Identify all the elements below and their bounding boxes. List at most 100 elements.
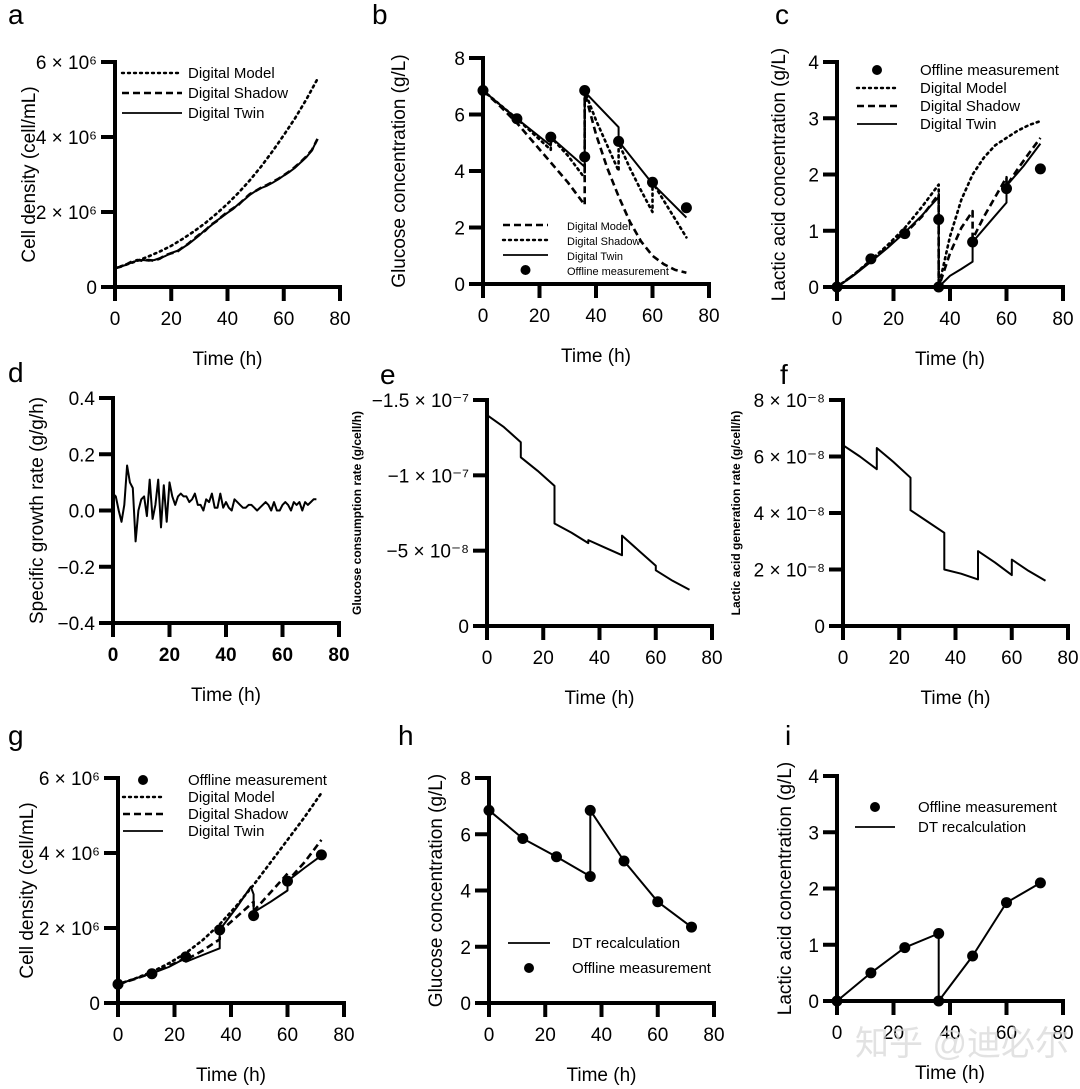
x-tick-label: 0 — [832, 309, 843, 330]
y-tick-label: 0.4 — [69, 389, 96, 410]
y-axis-label: Cell density (cell/mL) — [19, 86, 40, 262]
legend: Digital Model Digital Shadow Digital Twin O… — [501, 221, 669, 278]
legend-label: DT recalculation — [918, 819, 1026, 836]
legend-label: Offline measurement — [918, 799, 1058, 816]
legend-item-digital-twin: Digital Twin — [122, 105, 264, 122]
x-axis-label: Time (h) — [564, 688, 634, 709]
x-axis-label: Time (h) — [196, 1065, 266, 1086]
x-axis-label: Time (h) — [191, 685, 261, 706]
legend-item-digital-model: Digital Model — [855, 80, 1007, 97]
y-tick-label: −1 × 10⁻⁷ — [388, 466, 469, 487]
x-tick-label: 40 — [220, 1025, 241, 1046]
legend-label: Digital Model — [920, 80, 1007, 97]
panel-letter: i — [785, 720, 791, 751]
panel-letter: d — [8, 357, 24, 388]
x-tick-label: 60 — [277, 1025, 298, 1046]
legend-item-digital-shadow: Digital Shadow — [123, 806, 288, 823]
series-line-digital-shadow — [117, 839, 323, 986]
legend-item-offline-measurement: Offline measurement — [872, 62, 1060, 79]
legend-item-digital-twin: Digital Twin — [503, 251, 623, 263]
data-point-offline-measurement — [647, 176, 658, 188]
y-tick-label: 4 × 10⁻⁸ — [754, 504, 825, 525]
panel-b: b 0 20 40 60 80 0 2 4 6 8 Time (h) Glucose concentra… — [372, 0, 720, 367]
panel-d: d 0 20 40 60 80 −0.4 −0.2 0.0 0.2 0.4 Time (h) Speci… — [8, 357, 350, 706]
legend-item-dt-recalculation: DT recalculation — [508, 935, 680, 952]
data-point-offline-measurement — [613, 135, 625, 147]
x-tick-label: 40 — [589, 648, 610, 669]
x-axis-label: Time (h) — [915, 1063, 985, 1084]
legend-item-offline-measurement: Offline measurement — [524, 960, 712, 977]
y-tick-label: −5 × 10⁻⁸ — [387, 542, 470, 563]
data-point-offline-measurement — [579, 151, 591, 163]
legend-item-digital-twin: Digital Twin — [857, 116, 996, 133]
x-tick-label: 60 — [996, 309, 1017, 330]
x-tick-label: 20 — [529, 306, 550, 327]
y-axis-label: Lactic acid concentration (g/L) — [769, 48, 790, 301]
data-point-offline-measurement — [618, 855, 630, 867]
x-tick-label: 20 — [883, 1023, 904, 1044]
y-tick-label: 2 — [460, 938, 471, 959]
data-point-offline-measurement — [584, 804, 596, 816]
y-axis-label: Glucose consumption rate (g/cell/h) — [350, 411, 364, 615]
y-tick-label: 6 × 10⁶ — [36, 53, 97, 74]
y-tick-label: 2 — [808, 166, 819, 187]
legend-label: Offline measurement — [920, 62, 1060, 79]
data-point-offline-measurement — [477, 84, 489, 96]
x-tick-label: 40 — [939, 1023, 960, 1044]
legend-marker — [870, 802, 880, 812]
legend-label: Digital Model — [188, 65, 275, 82]
y-axis-label: Glucose concentration (g/L) — [389, 54, 410, 287]
x-axis-label: Time (h) — [561, 346, 631, 367]
y-tick-label: 6 — [454, 106, 465, 127]
data-point-offline-measurement — [551, 851, 562, 863]
legend-item-offline-measurement: Offline measurement — [138, 772, 328, 789]
y-tick-label: 8 × 10⁻⁸ — [754, 391, 825, 412]
legend-marker — [524, 963, 534, 973]
series-line-digital-model — [835, 119, 1042, 289]
data-point-offline-measurement — [652, 896, 664, 908]
data-point-offline-measurement — [579, 84, 591, 96]
y-axis-label: Lactic acid generation rate (g/cell/h) — [729, 411, 743, 616]
data-point-offline-measurement — [511, 113, 523, 125]
series-line-dt-recalculation — [836, 882, 1041, 1002]
x-tick-label: 60 — [996, 1023, 1017, 1044]
legend-item-dt-recalculation: DT recalculation — [855, 819, 1026, 836]
legend-item-digital-shadow: Digital Shadow — [122, 85, 288, 102]
y-tick-label: 0 — [460, 994, 471, 1015]
y-tick-label: 0 — [808, 992, 819, 1013]
legend-label: DT recalculation — [572, 935, 680, 952]
legend-label: Offline measurement — [572, 960, 712, 977]
x-tick-label: 0 — [838, 648, 849, 669]
x-tick-label: 80 — [1057, 648, 1078, 669]
legend-item-digital-shadow: Digital Shadow — [501, 236, 640, 248]
y-tick-label: 6 × 10⁶ — [39, 769, 100, 790]
x-tick-label: 0 — [482, 648, 493, 669]
data-point-offline-measurement — [545, 131, 557, 143]
legend-item-digital-twin: Digital Twin — [123, 823, 264, 840]
x-tick-label: 20 — [535, 1025, 556, 1046]
x-tick-label: 20 — [533, 648, 554, 669]
x-axis-label: Time (h) — [920, 688, 990, 709]
series-line-dt-recalculation — [488, 809, 693, 928]
panel-f: f 0 20 40 60 80 0 2 × 10⁻⁸ 4 × 10⁻⁸ 6 × 10⁻⁸ 8 × 1… — [729, 359, 1078, 709]
panel-a: a 0 20 40 60 80 0 2 × 10⁶ 4 × 10⁶ 6 × 10⁶ Time (h)… — [8, 0, 351, 370]
legend-label: Digital Model — [188, 789, 275, 806]
y-tick-label: 3 — [808, 109, 819, 130]
series-line-digital-shadow — [114, 138, 319, 270]
y-tick-label: 1 — [808, 222, 819, 243]
legend-label: Offline measurement — [567, 266, 669, 278]
y-tick-label: 4 × 10⁶ — [39, 844, 100, 865]
series-line-digital-twin — [836, 142, 1042, 288]
series-line-specific-growth-rate — [112, 464, 317, 543]
legend-marker — [872, 65, 882, 75]
x-tick-label: 0 — [478, 306, 489, 327]
x-tick-label: 60 — [272, 645, 293, 666]
y-tick-label: 0 — [814, 617, 825, 638]
series-line-glucose-consumption-rate — [486, 414, 690, 591]
legend-label: Digital Twin — [920, 116, 996, 133]
series-line-lactic-acid-generation-rate — [842, 444, 1047, 582]
legend-label: Offline measurement — [188, 772, 328, 789]
panel-g: g 0 20 40 60 80 0 2 × 10⁶ 4 × 10⁶ 6 × 10⁶ Time (h)… — [8, 720, 355, 1086]
